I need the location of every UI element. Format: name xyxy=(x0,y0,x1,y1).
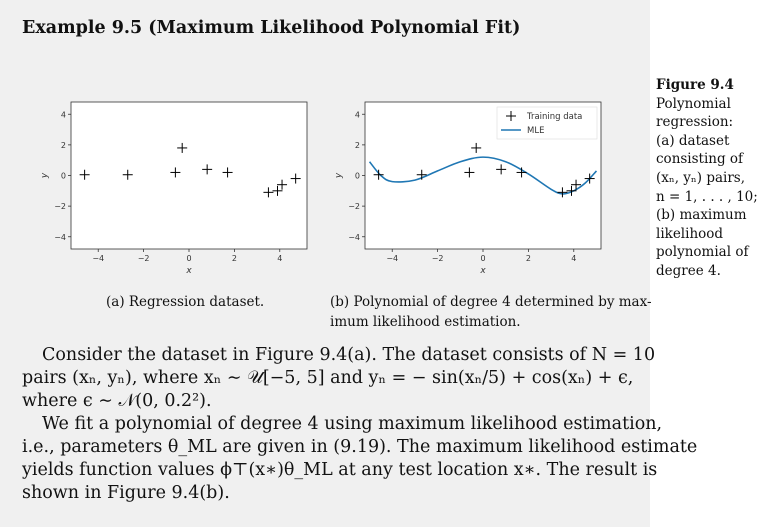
legend-label-mle: MLE xyxy=(527,126,544,136)
legend-box xyxy=(496,106,598,140)
plot-a: −4 −2 0 2 4 4 2 0 −2 −4 x y xyxy=(34,96,324,286)
plot-b-svg: −4 −2 0 2 4 4 2 0 −2 −4 x y Training data MLE xyxy=(334,101,602,276)
x-tick-label: 0 xyxy=(480,254,485,263)
data-point xyxy=(170,167,181,178)
x-tick-label: −4 xyxy=(386,254,398,263)
caption-b-line-1: (b) Polynomial of degree 4 determined by… xyxy=(330,294,652,310)
x-tick-label: −4 xyxy=(92,254,104,263)
sidebar-line: regression: xyxy=(656,114,734,131)
paragraph-line-4: We fit a polynomial of degree 4 using ma… xyxy=(42,414,663,434)
data-point xyxy=(122,169,133,180)
x-tick-label: 4 xyxy=(571,254,576,263)
figure-sidebar: Figure 9.4 Polynomial regression: (a) da… xyxy=(656,76,772,281)
y-tick-label: 0 xyxy=(61,172,66,181)
x-axis-label: x xyxy=(479,266,486,276)
y-tick-label: 2 xyxy=(355,141,360,150)
caption-b-line-2: imum likelihood estimation. xyxy=(330,314,521,330)
y-axis-label: y xyxy=(40,172,50,179)
caption-b: (b) Polynomial of degree 4 determined by… xyxy=(330,292,652,332)
caption-a: (a) Regression dataset. xyxy=(106,294,265,310)
data-point xyxy=(222,167,233,178)
figure-label: Figure 9.4 xyxy=(656,77,734,93)
sidebar-line: n = 1, . . . , 10; xyxy=(656,188,758,205)
x-tick-label: 0 xyxy=(186,254,191,263)
y-tick-label: −4 xyxy=(348,233,360,242)
training-point xyxy=(584,173,595,184)
sidebar-line: (b) maximum xyxy=(656,207,747,224)
y-tick-label: 4 xyxy=(355,110,360,119)
sidebar-line: Polynomial xyxy=(656,95,731,112)
y-axis-label: y xyxy=(334,172,344,179)
training-point xyxy=(516,167,527,178)
training-point xyxy=(566,185,577,196)
x-axis-label: x xyxy=(185,266,192,276)
x-tick-label: −2 xyxy=(138,254,150,263)
training-point xyxy=(373,169,384,180)
sidebar-line: likelihood xyxy=(656,225,724,242)
x-tick-label: 4 xyxy=(277,254,282,263)
legend-label-training: Training data xyxy=(526,112,582,122)
y-tick-label: 4 xyxy=(61,110,66,119)
training-point xyxy=(471,142,482,153)
paragraph-line-2: pairs (xₙ, yₙ), where xₙ ∼ 𝒰[−5, 5] and … xyxy=(22,368,634,388)
sidebar-line: (xₙ, yₙ) pairs, xyxy=(656,169,746,186)
paragraph-line-5: i.e., parameters θ_ML are given in (9.19… xyxy=(22,437,698,457)
paragraph-line-1: Consider the dataset in Figure 9.4(a). T… xyxy=(42,345,656,365)
sidebar-line: consisting of xyxy=(656,151,744,168)
data-point xyxy=(202,164,213,175)
data-point xyxy=(263,187,274,198)
example-title: Example 9.5 (Maximum Likelihood Polynomi… xyxy=(22,18,521,38)
body-paragraph: Consider the dataset in Figure 9.4(a). T… xyxy=(22,344,698,505)
sidebar-line: degree 4. xyxy=(656,262,721,279)
training-point xyxy=(496,164,507,175)
training-point xyxy=(557,187,568,198)
data-point xyxy=(272,185,283,196)
y-tick-label: −2 xyxy=(348,202,360,211)
training-point xyxy=(416,169,427,180)
data-point xyxy=(79,169,90,180)
plot-frame xyxy=(70,101,308,250)
training-point xyxy=(464,167,475,178)
y-tick-label: 0 xyxy=(355,172,360,181)
x-tick-label: −2 xyxy=(432,254,444,263)
example-box xyxy=(0,0,650,527)
data-point xyxy=(277,179,288,190)
data-point xyxy=(177,142,188,153)
y-tick-label: 2 xyxy=(61,141,66,150)
paragraph-line-7: shown in Figure 9.4(b). xyxy=(22,483,230,503)
x-tick-label: 2 xyxy=(526,254,531,263)
training-point xyxy=(571,179,582,190)
plot-b: −4 −2 0 2 4 4 2 0 −2 −4 x y Training data MLE xyxy=(328,96,618,286)
y-tick-label: −4 xyxy=(54,233,66,242)
data-point xyxy=(290,173,301,184)
legend-plus-icon xyxy=(506,111,516,121)
plot-a-svg: −4 −2 0 2 4 4 2 0 −2 −4 x y xyxy=(40,101,308,276)
x-tick-label: 2 xyxy=(232,254,237,263)
paragraph-line-3: where ϵ ∼ 𝒩(0, 0.2²). xyxy=(22,391,212,411)
sidebar-line: (a) dataset xyxy=(656,132,730,149)
y-tick-label: −2 xyxy=(54,202,66,211)
paragraph-line-6: yields function values ϕ⊤(x∗)θ_ML at any… xyxy=(22,460,658,480)
sidebar-line: polynomial of xyxy=(656,244,749,261)
